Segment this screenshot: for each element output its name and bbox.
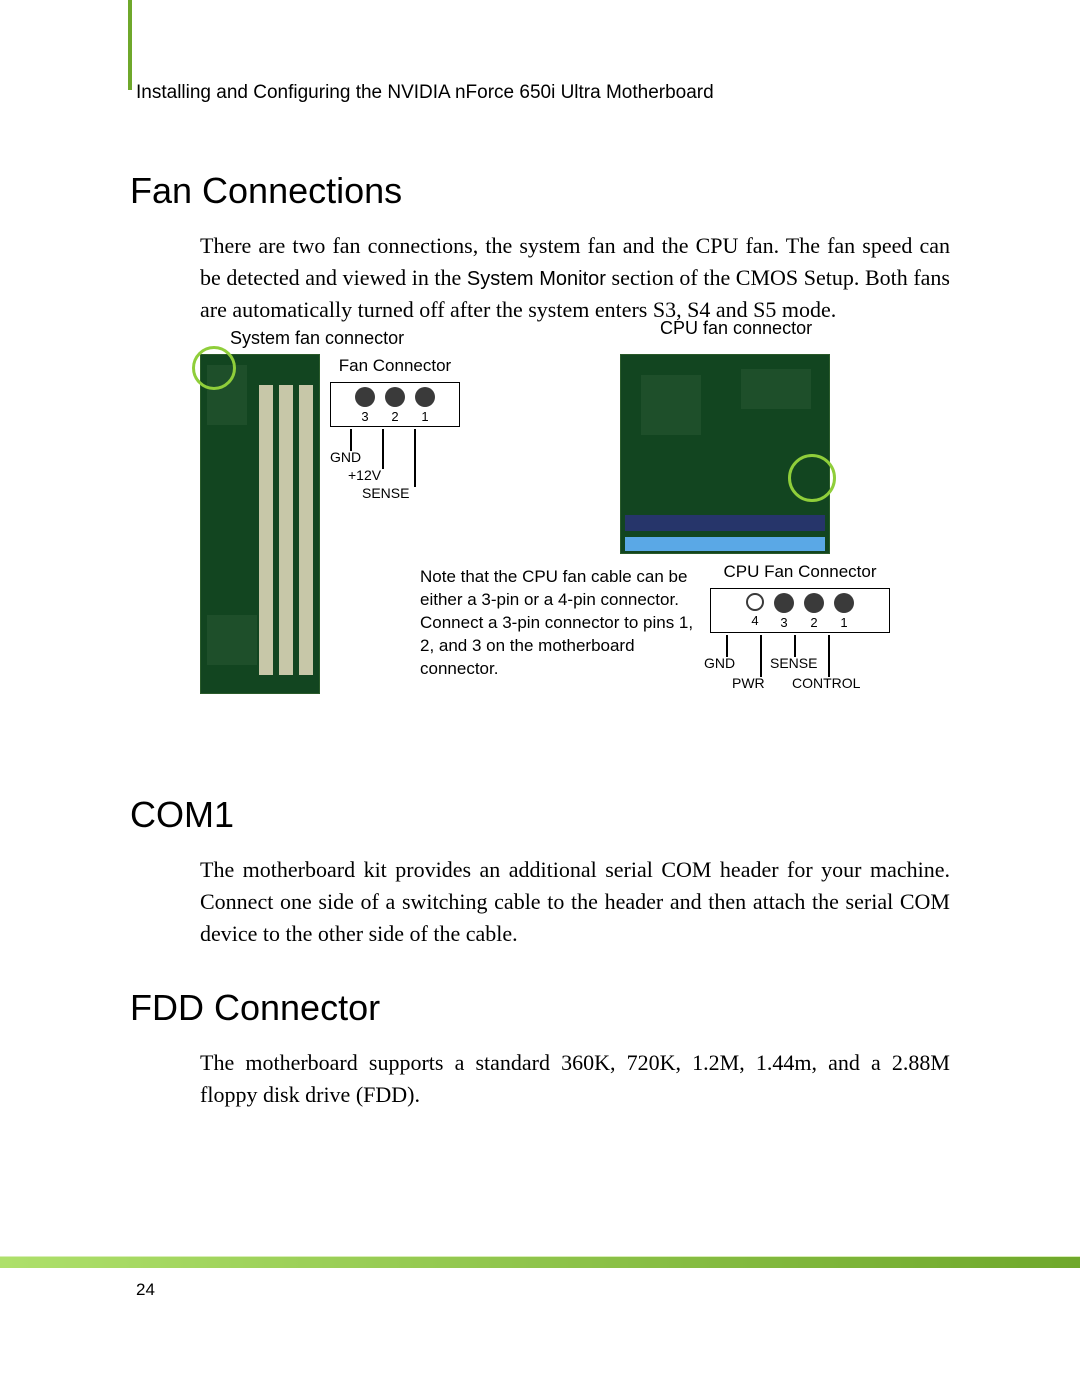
cpu-pin-3-num: 3 [780,615,787,630]
cpu-pin-2: 2 [804,593,824,630]
cpu-fan-note: Note that the CPU fan cable can be eithe… [420,566,700,681]
cpu-lead-1 [828,635,830,677]
caption-system-fan: System fan connector [230,328,404,349]
page-number: 24 [136,1280,155,1300]
pin-dot-icon [804,593,824,613]
sys-lead-3 [350,429,352,451]
sys-label-12v: +12V [348,467,381,483]
system-fan-photo [200,354,320,694]
cpu-fan-highlight [788,454,836,502]
sys-pin-3: 3 [355,387,375,424]
heading-com1: COM1 [130,794,950,836]
cpu-pin-4-num: 4 [751,613,758,628]
cpu-label-pwr: PWR [732,675,765,691]
sys-pin-2-num: 2 [391,409,398,424]
cpu-pin-2-num: 2 [810,615,817,630]
pin-dot-open-icon [746,593,764,611]
pin-dot-icon [385,387,405,407]
sys-pin-box: 1 2 3 [330,382,460,427]
cpu-label-sense: SENSE [770,655,817,671]
header-accent-rule [128,0,132,90]
fdd-body-text: The motherboard supports a standard 360K… [200,1047,950,1111]
sys-lead-1 [414,429,416,487]
cpu-label-control: CONTROL [792,675,860,691]
sys-pin-2: 2 [385,387,405,424]
heading-fan-connections: Fan Connections [130,170,950,212]
sys-label-sense: SENSE [362,485,409,501]
pin-dot-icon [774,593,794,613]
sys-label-gnd: GND [330,449,361,465]
cpu-label-gnd: GND [704,655,735,671]
fan-body-sans: System Monitor [467,268,606,290]
running-header: Installing and Configuring the NVIDIA nF… [136,82,714,104]
pin-dot-icon [834,593,854,613]
system-fan-highlight [192,346,236,390]
cpu-pin-4: 4 [746,593,764,630]
sys-pin-3-num: 3 [361,409,368,424]
sys-pin-1: 1 [415,387,435,424]
cpu-fan-pin-diagram: CPU Fan Connector 1 2 3 4 [710,562,890,703]
cpu-pin-title: CPU Fan Connector [710,562,890,582]
cpu-pin-1-num: 1 [840,615,847,630]
cpu-lead-4 [726,635,728,657]
com1-body-text: The motherboard kit provides an addition… [200,854,950,950]
caption-cpu-fan: CPU fan connector [660,318,812,339]
cpu-fan-photo [620,354,830,554]
footer-gradient-bar [0,1256,1080,1268]
cpu-lead-2 [794,635,796,657]
fan-body-text: There are two fan connections, the syste… [200,230,950,326]
sys-lead-2 [382,429,384,469]
heading-fdd: FDD Connector [130,987,950,1029]
system-fan-pin-diagram: Fan Connector 1 2 3 GND [330,356,460,497]
cpu-lead-3 [760,635,762,677]
page-content: Fan Connections There are two fan connec… [130,170,950,1119]
cpu-pin-1: 1 [834,593,854,630]
cpu-pin-3: 3 [774,593,794,630]
pin-dot-icon [355,387,375,407]
pin-dot-icon [415,387,435,407]
fan-diagram-area: System fan connector CPU fan connector F… [130,334,950,724]
sys-pin-1-num: 1 [421,409,428,424]
sys-pin-title: Fan Connector [330,356,460,376]
cpu-pin-box: 1 2 3 4 [710,588,890,633]
